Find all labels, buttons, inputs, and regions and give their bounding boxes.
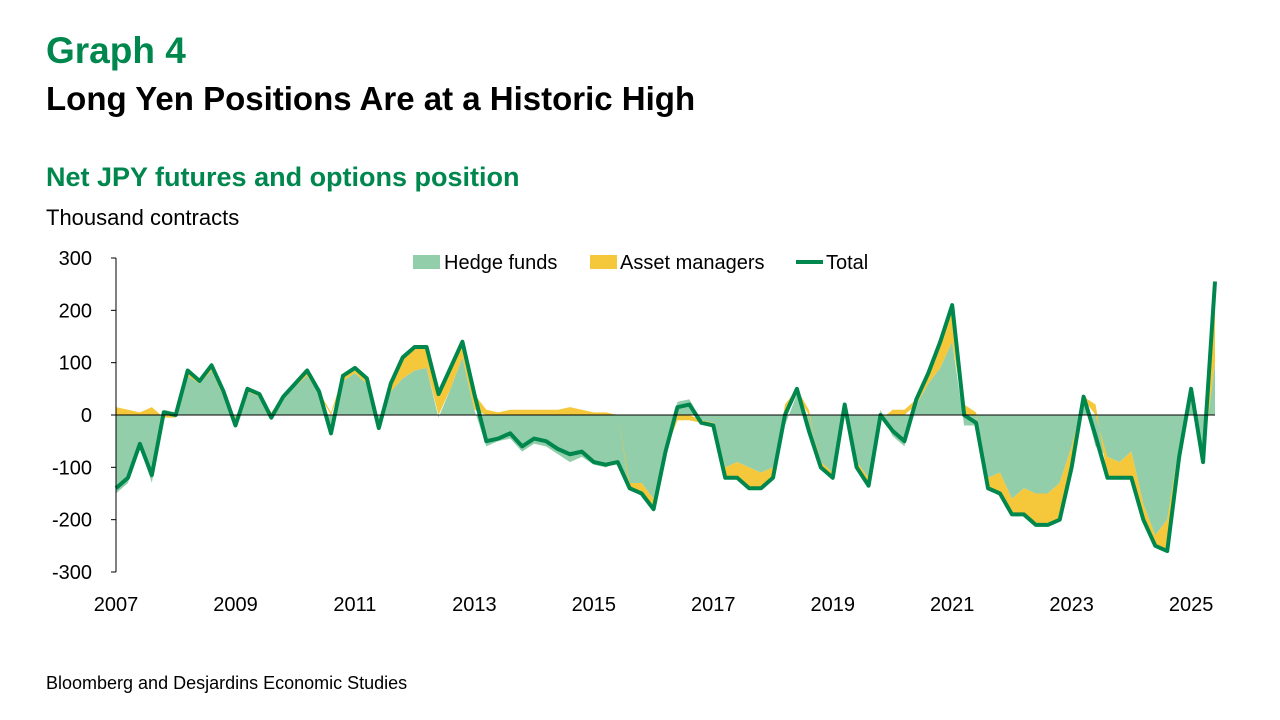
y-tick-label: -100: [52, 457, 92, 479]
x-tick-label: 2007: [94, 594, 139, 616]
legend-label-asset-managers: Asset managers: [620, 252, 765, 274]
units-label: Thousand contracts: [46, 205, 240, 230]
page-title: Long Yen Positions Are at a Historic Hig…: [46, 80, 696, 117]
legend-swatch-hedge-funds: [413, 255, 440, 269]
x-tick-label: 2019: [810, 594, 855, 616]
source-note: Bloomberg and Desjardins Economic Studie…: [46, 673, 408, 693]
legend-swatch-asset-managers: [590, 255, 617, 269]
series-areas: [114, 281, 1217, 554]
x-tick-label: 2017: [691, 594, 736, 616]
y-tick-label: -300: [52, 562, 92, 584]
y-tick-label: -200: [52, 510, 92, 532]
graph-number: Graph 4: [46, 30, 186, 71]
x-tick-label: 2021: [930, 594, 975, 616]
y-tick-label: 100: [59, 353, 92, 375]
axes: -300 -200 -100 0 100 200 300 2007 2009 2011 2013 20…: [52, 248, 1215, 616]
x-tick-label: 2009: [213, 594, 258, 616]
total-line: [114, 281, 1217, 554]
asset-managers-area: [116, 284, 1215, 552]
x-tick-label: 2013: [452, 594, 497, 616]
legend: Hedge funds Asset managers Total: [413, 252, 868, 274]
y-tick-label: 200: [59, 300, 92, 322]
chart-subtitle: Net JPY futures and options position: [46, 162, 520, 192]
x-tick-label: 2023: [1049, 594, 1094, 616]
x-tick-label: 2011: [333, 594, 376, 616]
x-tick-label: 2025: [1169, 594, 1214, 616]
hedge-funds-area: [116, 341, 1215, 536]
legend-label-hedge-funds: Hedge funds: [444, 252, 557, 274]
legend-label-total: Total: [826, 252, 868, 274]
x-tick-label: 2015: [572, 594, 617, 616]
y-tick-label: 0: [81, 405, 92, 427]
y-tick-label: 300: [59, 248, 92, 270]
